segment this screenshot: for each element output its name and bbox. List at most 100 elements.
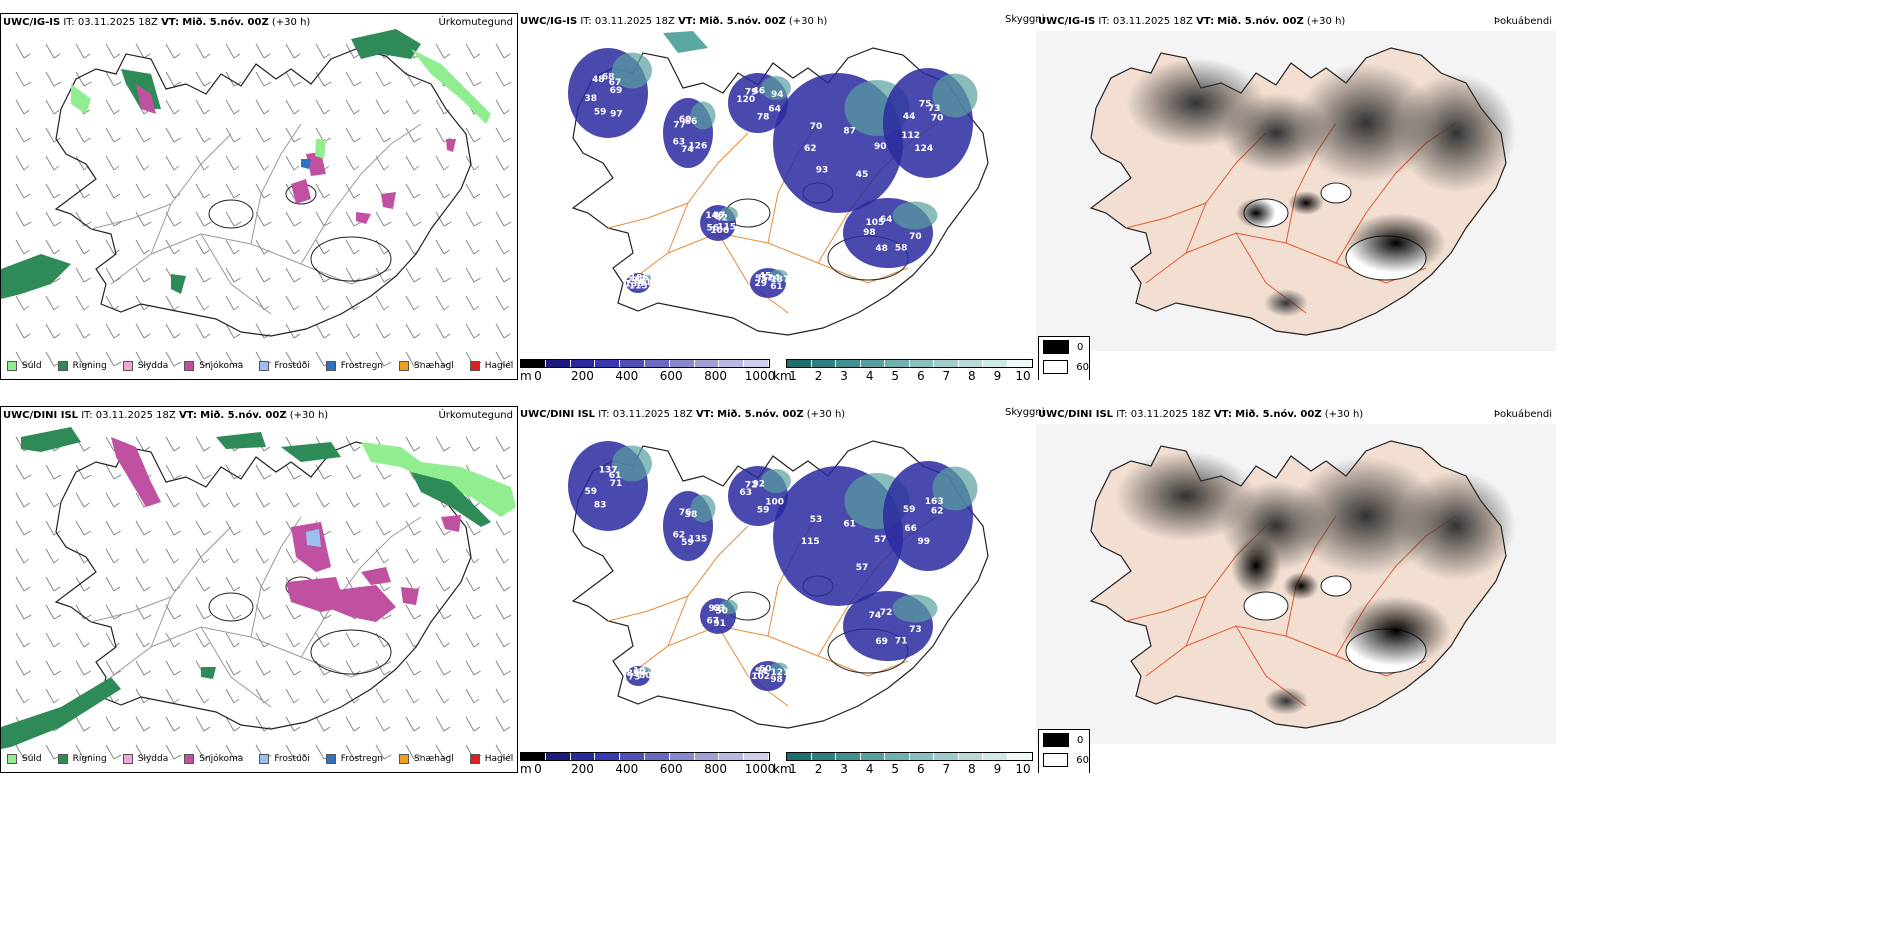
wind-barb	[45, 211, 62, 227]
wind-barb	[105, 127, 121, 143]
wind-barb	[495, 744, 512, 760]
panel-header: UWC/IG-IS IT: 03.11.2025 18Z VT: Mið. 5.…	[3, 16, 513, 30]
iceland-map	[1, 29, 491, 337]
wind-barb	[45, 604, 62, 620]
wind-barb	[195, 716, 211, 732]
wind-barb	[375, 323, 391, 339]
wind-barb	[285, 688, 300, 704]
wind-barb	[435, 520, 451, 536]
wind-barb	[15, 295, 30, 311]
lead-time: (+30 h)	[1306, 16, 1346, 27]
wind-barb	[165, 351, 182, 367]
colorbar-segment	[744, 753, 769, 760]
wind-barb	[435, 323, 451, 339]
wind-barb	[255, 464, 272, 480]
wind-barb	[135, 716, 151, 732]
cloud-base-label: 45	[856, 170, 869, 180]
precip-type-legend: Súld Rigning Slydda Snjókoma Frostúði Fr…	[7, 361, 517, 371]
wind-barb	[195, 127, 211, 143]
cloud-base-label: 98	[863, 228, 876, 238]
cloud-base-label: 78	[757, 113, 770, 123]
valid-time-label: VT:	[678, 16, 697, 27]
wind-barb	[195, 548, 210, 564]
valid-time-label: VT:	[178, 410, 197, 421]
wind-barb	[15, 239, 30, 255]
panel-header: UWC/IG-IS IT: 03.11.2025 18Z VT: Mið. 5.…	[520, 15, 1032, 29]
legend-item: Haglél	[469, 754, 513, 764]
lead-time: (+30 h)	[1324, 409, 1364, 420]
road-line	[1125, 595, 1207, 622]
wind-barb	[285, 43, 301, 59]
wind-barb	[195, 99, 210, 115]
visibility-area	[639, 274, 652, 282]
cloud-base-label: 73	[928, 104, 941, 114]
visibility-area	[932, 73, 978, 118]
wind-barb	[135, 239, 150, 255]
wind-barb	[405, 155, 420, 171]
iceland-coastline	[54, 441, 472, 730]
wind-barb	[45, 464, 62, 480]
cloud-base-label: 67	[609, 78, 622, 88]
wind-barb	[15, 351, 32, 367]
visibility-area	[612, 52, 652, 89]
wind-barb	[495, 239, 510, 255]
colorbar-segment	[934, 753, 959, 760]
wind-barb	[135, 183, 151, 199]
legend-item: Snjókoma	[184, 754, 243, 764]
wind-barb	[75, 492, 90, 508]
wind-barb	[15, 43, 31, 59]
visibility-title: Skyggni	[1005, 407, 1045, 418]
colorbar-segment	[958, 360, 983, 367]
colorbar-tick-label: 0	[534, 369, 542, 380]
model-name: UWC/IG-IS	[520, 16, 578, 27]
wind-barb	[75, 43, 91, 59]
visibility-area	[892, 594, 938, 623]
wind-barb	[405, 688, 420, 704]
wind-barb	[435, 744, 452, 760]
legend-label: Frostregn	[340, 361, 384, 371]
wind-barb	[15, 576, 31, 592]
wind-barb	[135, 267, 151, 283]
wind-barb	[345, 183, 361, 199]
panel-title: Úrkomutegund	[438, 17, 513, 28]
colorbar-segment	[983, 360, 1008, 367]
cloud-base-label: 77	[627, 276, 640, 286]
cloud-base-label: 90	[874, 142, 887, 152]
colorbar-tick-label: 0	[534, 762, 542, 773]
wind-barb	[285, 744, 302, 760]
wind-barb	[45, 295, 60, 311]
cloud-base-label: 87	[713, 211, 726, 221]
cloud-base-label: 57	[856, 563, 869, 573]
wind-barb	[465, 183, 481, 199]
wind-barb	[225, 43, 241, 59]
valid-time-label: VT:	[1196, 16, 1215, 27]
wind-barb	[75, 71, 92, 87]
colorbar-segment	[1007, 753, 1032, 760]
wind-barb	[495, 548, 510, 564]
wind-barb	[495, 323, 511, 339]
wind-barb	[165, 239, 180, 255]
cloud-base-label: 50	[715, 607, 728, 617]
wind-barb	[285, 71, 302, 87]
cloud-base-label: 67	[707, 616, 720, 626]
wind-barb	[15, 520, 31, 536]
colorbar-tick-label: 10	[1015, 762, 1031, 773]
colorbar-tick-label: 8	[968, 762, 976, 773]
legend-swatch	[259, 754, 270, 764]
panel-title: Þokuábendi	[1493, 409, 1552, 420]
wind-barb	[225, 239, 240, 255]
wind-barb	[105, 520, 121, 536]
wind-barb	[375, 520, 391, 536]
wind-barb	[135, 604, 152, 620]
wind-barb	[75, 351, 92, 367]
model-name: UWC/DINI ISL	[3, 410, 79, 421]
wind-barb	[105, 71, 122, 87]
glacier-outline	[1243, 591, 1289, 621]
wind-barb	[465, 520, 481, 536]
valid-time: Mið. 5.nóv. 00Z	[1217, 16, 1304, 27]
cloud-base-label: 53	[810, 515, 823, 525]
legend-item: Súld	[7, 361, 42, 371]
road-line	[250, 123, 302, 245]
wind-barb	[495, 295, 510, 311]
wind-barb	[105, 155, 120, 171]
